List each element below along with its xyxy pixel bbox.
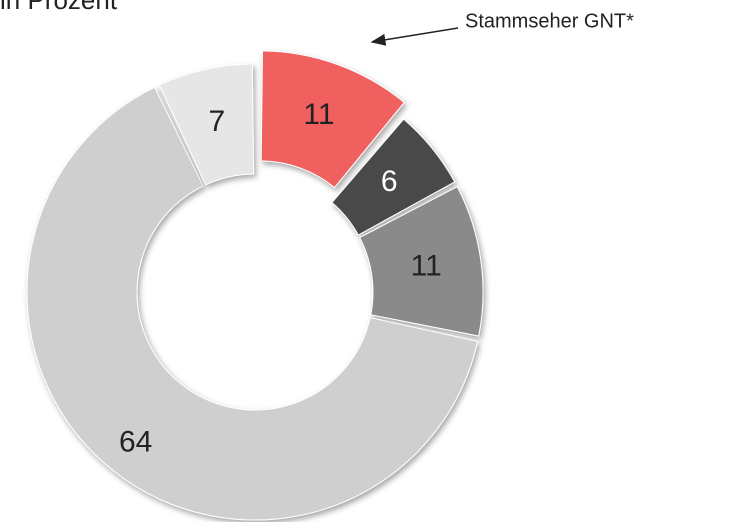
data-label: 64 [119, 426, 152, 459]
donut-slice [260, 50, 405, 189]
donut-slice [358, 186, 484, 337]
donut-slice [331, 118, 456, 236]
chart-title: in Prozent [0, 0, 118, 15]
data-label: 11 [411, 249, 442, 282]
data-label: 7 [209, 105, 226, 138]
annotation-arrow [370, 27, 459, 46]
data-label: 11 [303, 98, 334, 131]
donut-slice [26, 86, 479, 521]
data-label: 6 [381, 165, 398, 198]
annotation: Stammseher GNT* [465, 10, 634, 32]
donut-slice [158, 63, 255, 186]
